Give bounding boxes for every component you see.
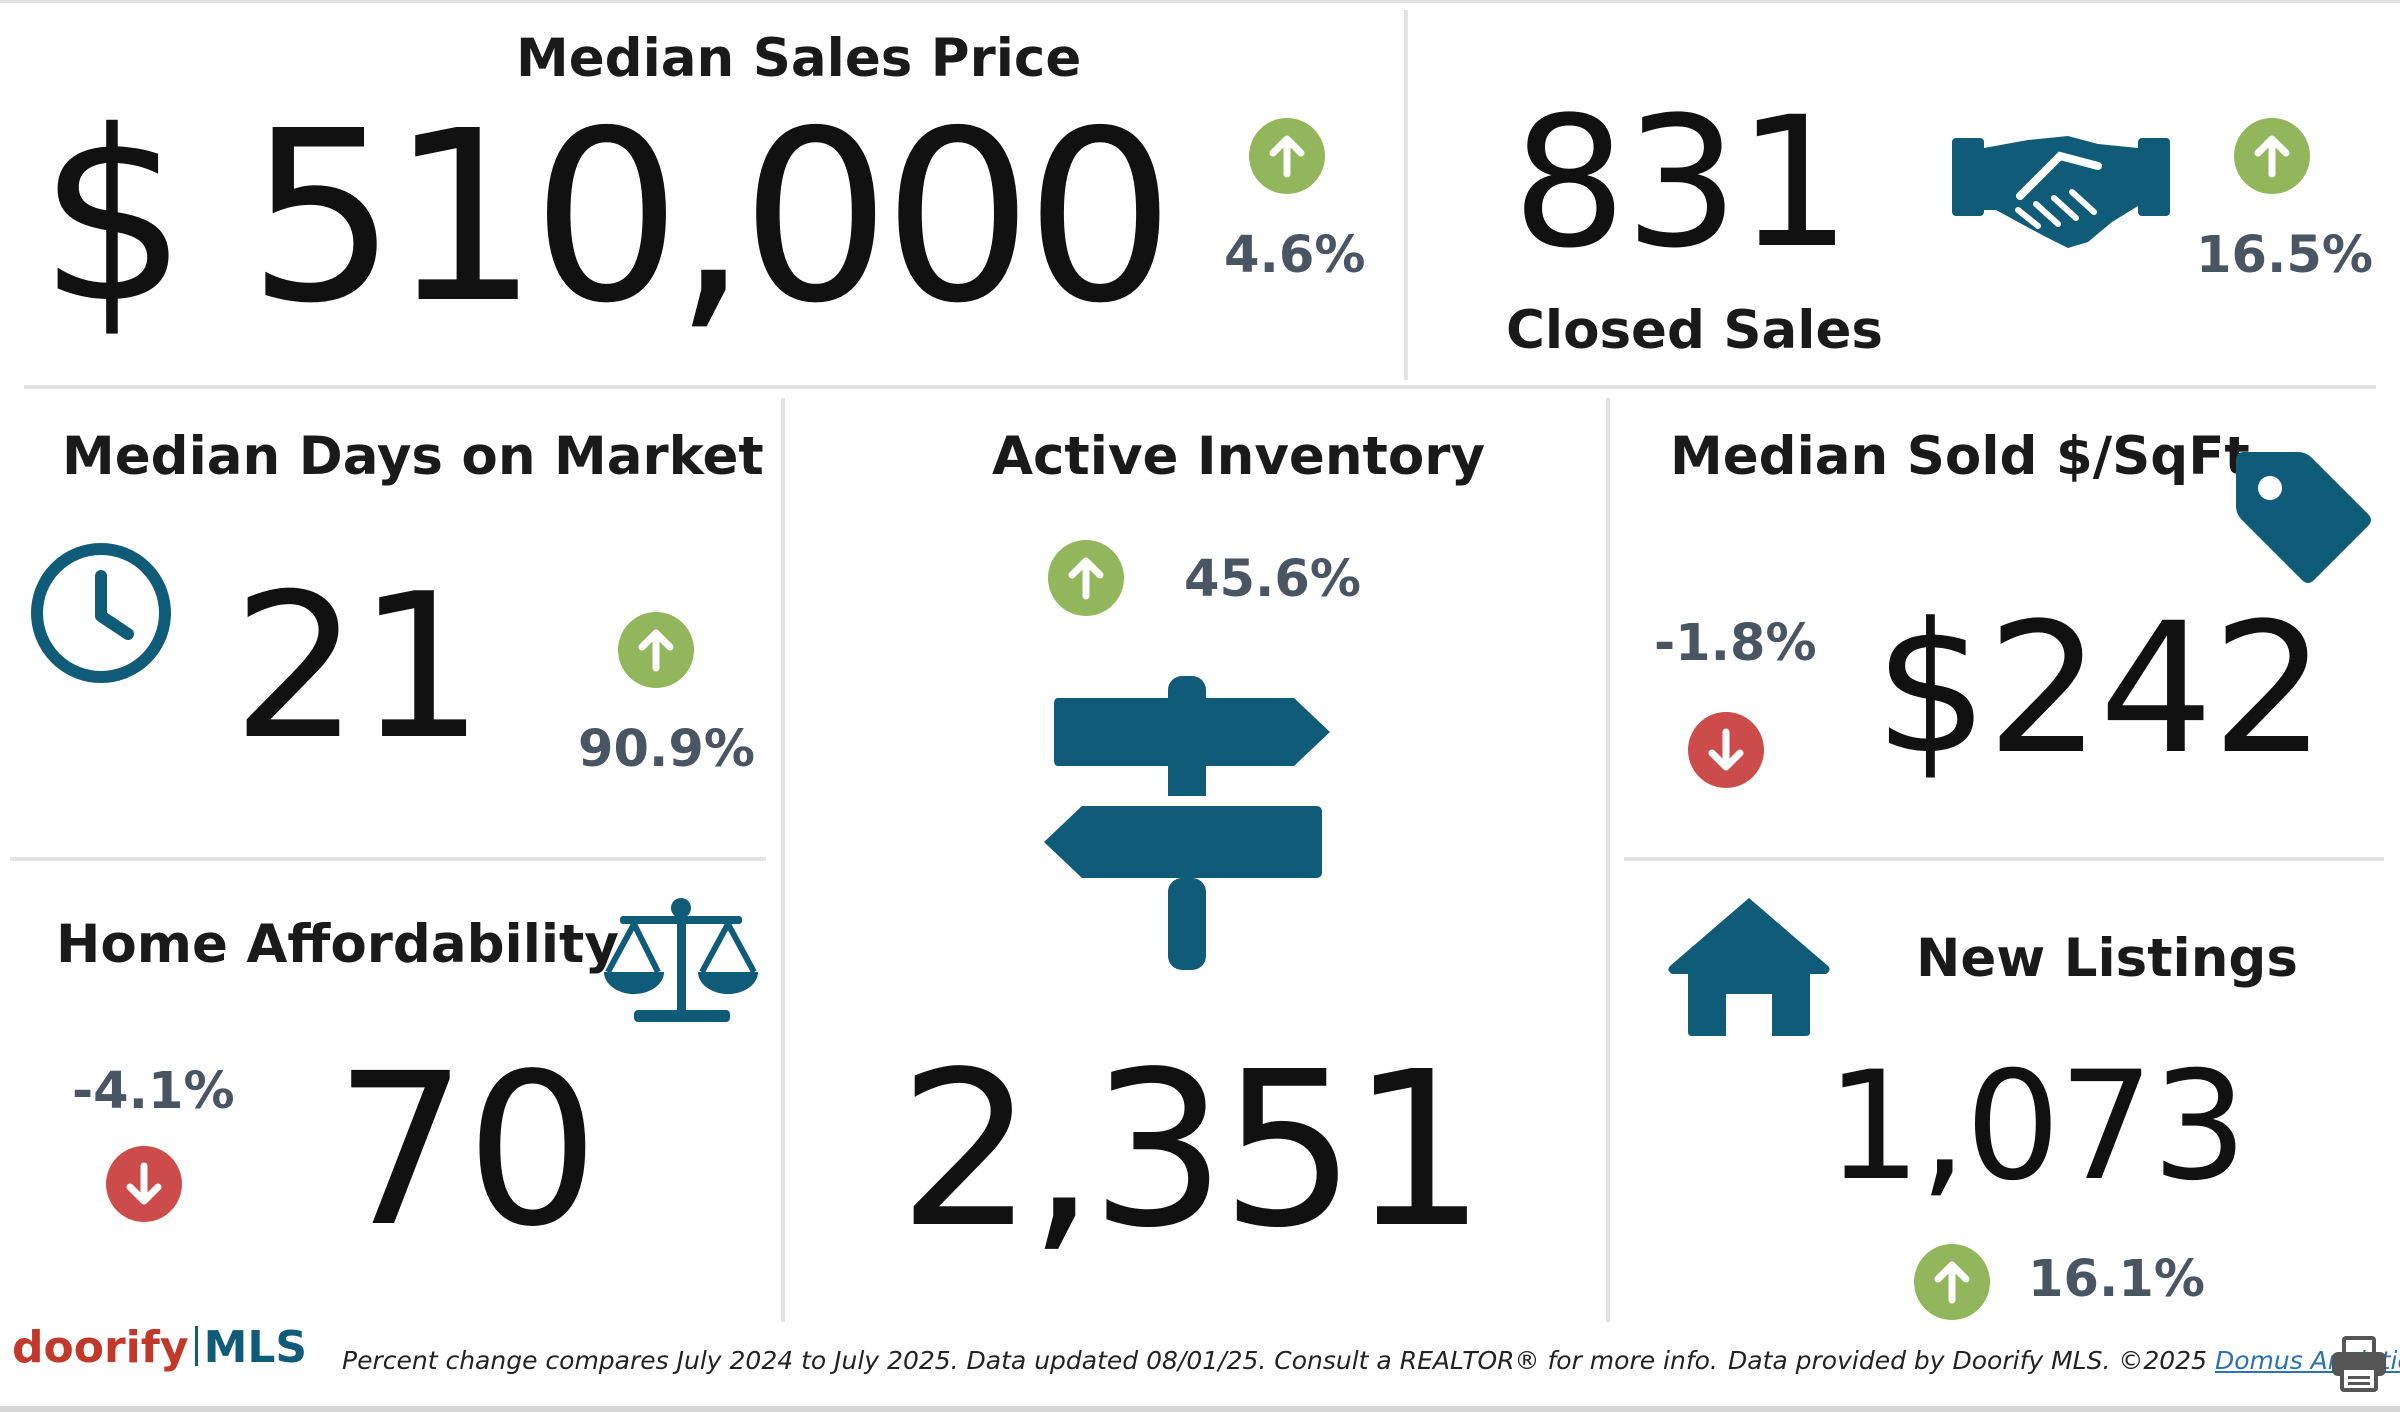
logo-separator [194,1326,198,1366]
active-inventory-title: Active Inventory [992,426,1485,487]
median-sold-sqft-change: -1.8% [1654,614,1817,673]
footer-note: Percent change compares July 2024 to Jul… [342,1346,1718,1375]
doorify-mls-logo: doorify MLS [12,1322,307,1373]
divider-top-row [24,385,2376,389]
median-sales-price-up-arrow-icon [1249,118,1325,194]
new-listings-change: 16.1% [2028,1250,2205,1309]
closed-sales-up-arrow-icon [2234,118,2310,194]
handshake-icon [1948,126,2174,252]
home-affordability-change: -4.1% [72,1062,235,1121]
home-affordability-down-arrow-icon [106,1146,182,1222]
logo-mls-text: MLS [203,1322,308,1373]
new-listings-value: 1,073 [1826,1040,2247,1214]
divider-top-mid [1404,10,1408,380]
active-inventory-value: 2,351 [898,1026,1487,1275]
bottom-border [0,1406,2400,1412]
credit-text: Data provided by Doorify MLS. ©2025 [1728,1346,2215,1375]
home-affordability-title: Home Affordability [56,914,619,975]
median-sales-price-title: Median Sales Price [516,28,1082,89]
active-inventory-change: 45.6% [1184,550,1361,609]
divider-left-lower [10,857,766,861]
divider-right-lower [1624,857,2384,861]
days-on-market-value: 21 [232,551,484,784]
days-on-market-title: Median Days on Market [62,426,764,487]
price-tag-icon [2232,448,2374,588]
closed-sales-title: Closed Sales [1506,300,1883,361]
median-sales-price-value: $ 510,000 [38,80,1175,355]
top-border [0,0,2400,3]
median-sold-sqft-value: $242 [1874,585,2326,794]
median-sold-sqft-title: Median Sold $/SqFt [1670,426,2250,487]
active-inventory-up-arrow-icon [1048,540,1124,616]
house-icon [1666,894,1832,1038]
closed-sales-change: 16.5% [2196,226,2373,285]
median-sold-sqft-down-arrow-icon [1688,712,1764,788]
footer-credit: Data provided by Doorify MLS. ©2025 Domu… [1728,1346,2400,1375]
printer-icon[interactable] [2330,1336,2388,1392]
signpost-icon [1042,676,1332,972]
new-listings-up-arrow-icon [1914,1244,1990,1320]
divider-right-col [1606,398,1610,1322]
days-on-market-up-arrow-icon [618,612,694,688]
clock-icon [28,540,174,686]
divider-left-col [781,398,785,1322]
median-sales-price-change: 4.6% [1224,226,1366,285]
closed-sales-value: 831 [1512,79,1852,288]
logo-doorify-text: doorify [12,1322,189,1373]
home-affordability-value: 70 [334,1028,599,1273]
scales-icon [600,896,762,1024]
new-listings-title: New Listings [1916,928,2298,989]
days-on-market-change: 90.9% [578,720,755,779]
